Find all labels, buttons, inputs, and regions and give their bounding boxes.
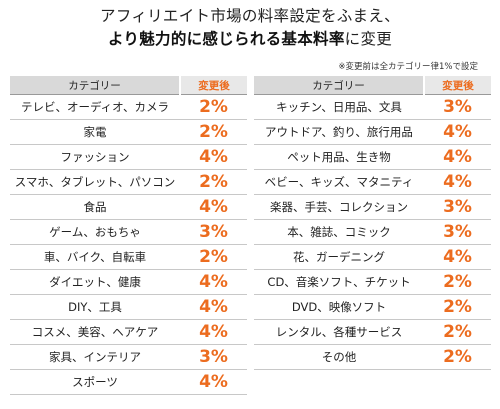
category-cell: ベビー、キッズ、マタニティ: [254, 169, 424, 195]
header-category: カテゴリー: [10, 76, 181, 95]
category-cell: アウトドア、釣り、旅行用品: [254, 119, 424, 145]
rate-cell: 4%: [180, 144, 247, 170]
rate-cell: 2%: [180, 119, 247, 145]
rate-table-right: カテゴリー 変更後 キッチン、日用品、文具 3% アウトドア、釣り、旅行用品 4% ペッ…: [254, 76, 491, 370]
table-row: コスメ、美容、ヘアケア 4%: [10, 319, 247, 345]
category-cell: DVD、映像ソフト: [254, 294, 424, 320]
table-row: ゲーム、おもちゃ 3%: [10, 219, 247, 245]
category-cell: テレビ、オーディオ、カメラ: [10, 94, 180, 120]
rate-cell: 4%: [424, 119, 491, 145]
rate-cell: 3%: [424, 219, 491, 245]
table-row: DVD、映像ソフト 2%: [254, 294, 491, 320]
rate-cell: 2%: [424, 269, 491, 295]
rate-table-left: カテゴリー 変更後 テレビ、オーディオ、カメラ 2% 家電 2% ファッション 4% スマホ…: [10, 76, 247, 395]
category-cell: 楽器、手芸、コレクション: [254, 194, 424, 220]
table-row: レンタル、各種サービス 2%: [254, 319, 491, 345]
category-cell: コスメ、美容、ヘアケア: [10, 319, 180, 345]
category-cell: 家電: [10, 119, 180, 145]
title-suffix: に変更: [344, 30, 393, 48]
title-line-2: より魅力的に感じられる基本料率に変更: [0, 27, 500, 49]
header-rate: 変更後: [180, 76, 247, 95]
category-cell: 花、ガーデニング: [254, 244, 424, 270]
rate-cell: 2%: [180, 244, 247, 270]
table-row: ファッション 4%: [10, 144, 247, 170]
table-row: 本、雑誌、コミック 3%: [254, 219, 491, 245]
table-row: アウトドア、釣り、旅行用品 4%: [254, 119, 491, 145]
category-cell: 食品: [10, 194, 180, 220]
rate-cell: 2%: [424, 319, 491, 345]
table-row: その他 2%: [254, 344, 491, 370]
rate-cell: 3%: [424, 194, 491, 220]
table-row: スポーツ 4%: [10, 369, 247, 395]
rate-cell: 3%: [180, 344, 247, 370]
table-header-row: カテゴリー 変更後: [254, 76, 491, 95]
table-row: DIY、工具 4%: [10, 294, 247, 320]
table-row: 楽器、手芸、コレクション 3%: [254, 194, 491, 220]
table-row: CD、音楽ソフト、チケット 2%: [254, 269, 491, 295]
table-row: キッチン、日用品、文具 3%: [254, 94, 491, 120]
category-cell: ゲーム、おもちゃ: [10, 219, 180, 245]
table-row: テレビ、オーディオ、カメラ 2%: [10, 94, 247, 120]
table-row: ベビー、キッズ、マタニティ 4%: [254, 169, 491, 195]
category-cell: ダイエット、健康: [10, 269, 180, 295]
header-rate: 変更後: [424, 76, 491, 95]
rate-cell: 4%: [424, 144, 491, 170]
rate-cell: 2%: [180, 94, 247, 120]
category-cell: 車、バイク、自転車: [10, 244, 180, 270]
category-cell: スポーツ: [10, 369, 180, 395]
rate-cell: 4%: [180, 319, 247, 345]
category-cell: ファッション: [10, 144, 180, 170]
rate-cell: 4%: [180, 294, 247, 320]
title-line-1: アフィリエイト市場の料率設定をふまえ、: [100, 7, 400, 25]
rate-cell: 2%: [180, 169, 247, 195]
category-cell: スマホ、タブレット、パソコン: [10, 169, 180, 195]
table-row: ダイエット、健康 4%: [10, 269, 247, 295]
rate-cell: 4%: [180, 194, 247, 220]
rate-cell: 2%: [424, 344, 491, 370]
table-row: スマホ、タブレット、パソコン 2%: [10, 169, 247, 195]
title-highlight: より魅力的に感じられる基本料率: [107, 30, 345, 48]
category-cell: 本、雑誌、コミック: [254, 219, 424, 245]
table-row: ペット用品、生き物 4%: [254, 144, 491, 170]
rate-cell: 4%: [424, 169, 491, 195]
rate-cell: 4%: [424, 244, 491, 270]
header-category: カテゴリー: [254, 76, 425, 95]
category-cell: CD、音楽ソフト、チケット: [254, 269, 424, 295]
table-header-row: カテゴリー 変更後: [10, 76, 247, 95]
rate-cell: 2%: [424, 294, 491, 320]
table-row: 花、ガーデニング 4%: [254, 244, 491, 270]
category-cell: ペット用品、生き物: [254, 144, 424, 170]
rate-cell: 4%: [180, 369, 247, 395]
rate-cell: 3%: [180, 219, 247, 245]
category-cell: キッチン、日用品、文具: [254, 94, 424, 120]
table-row: 家具、インテリア 3%: [10, 344, 247, 370]
rate-cell: 3%: [424, 94, 491, 120]
table-row: 食品 4%: [10, 194, 247, 220]
category-cell: その他: [254, 344, 424, 370]
table-row: 家電 2%: [10, 119, 247, 145]
category-cell: 家具、インテリア: [10, 344, 180, 370]
table-row: 車、バイク、自転車 2%: [10, 244, 247, 270]
rate-cell: 4%: [180, 269, 247, 295]
footnote: ※変更前は全カテゴリー律1%で設定: [338, 62, 478, 72]
category-cell: レンタル、各種サービス: [254, 319, 424, 345]
category-cell: DIY、工具: [10, 294, 180, 320]
